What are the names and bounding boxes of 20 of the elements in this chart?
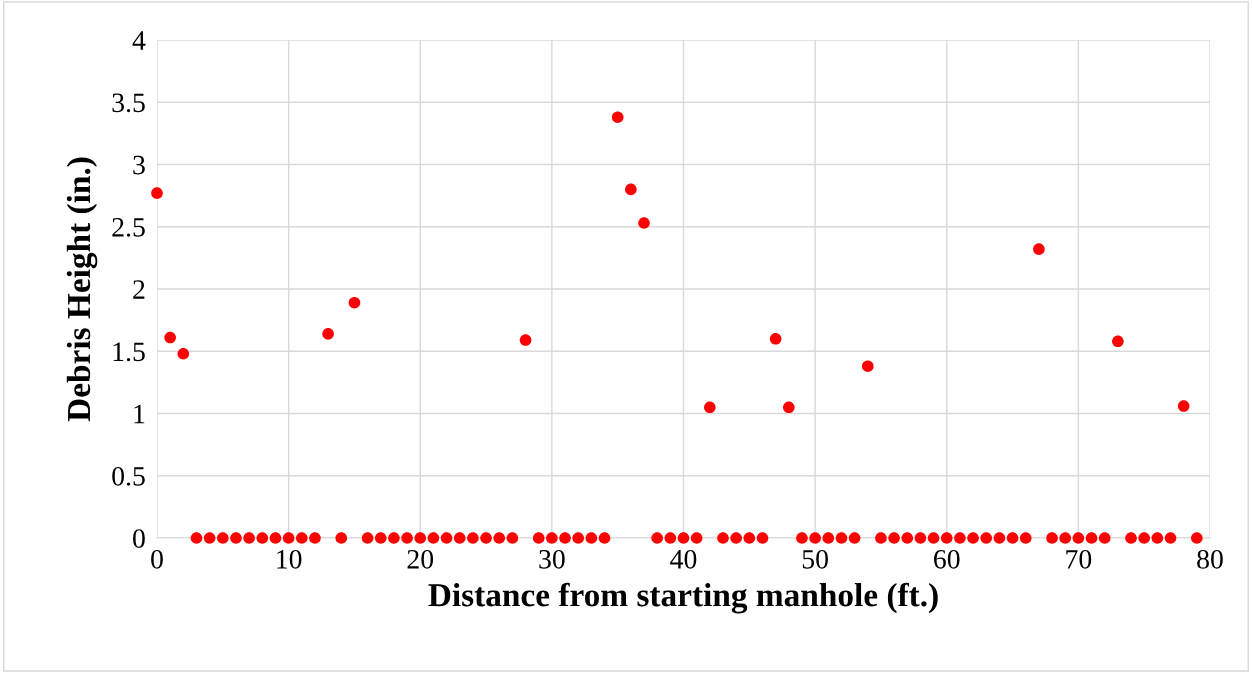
y-tick-label: 0 [133,529,145,548]
y-tick-label: 1.5 [113,342,145,362]
y-tick-label: 1 [134,404,145,424]
y-tick-label: 2.5 [112,217,145,237]
x-tick-label: 80 [1197,549,1223,569]
y-tick-label: 3.5 [112,93,145,113]
y-tick-label: 2 [133,280,145,299]
x-tick-label: 60 [934,549,960,569]
y-axis-title: Debris Height (in.) [66,157,98,422]
x-tick-label: 40 [670,549,697,569]
x-tick-label: 20 [407,549,434,569]
x-tick-label: 30 [539,549,565,569]
x-tick-label: 0 [151,549,163,569]
y-tick-label: 3 [133,155,145,175]
x-tick-label: 70 [1066,549,1092,569]
y-tick-label: 4 [132,31,146,50]
x-tick-label: 50 [802,549,828,569]
y-tick-label: 0.5 [112,466,145,486]
x-axis-title: Distance from starting manhole (ft.) [428,582,938,614]
x-tick-label: 10 [277,549,302,569]
